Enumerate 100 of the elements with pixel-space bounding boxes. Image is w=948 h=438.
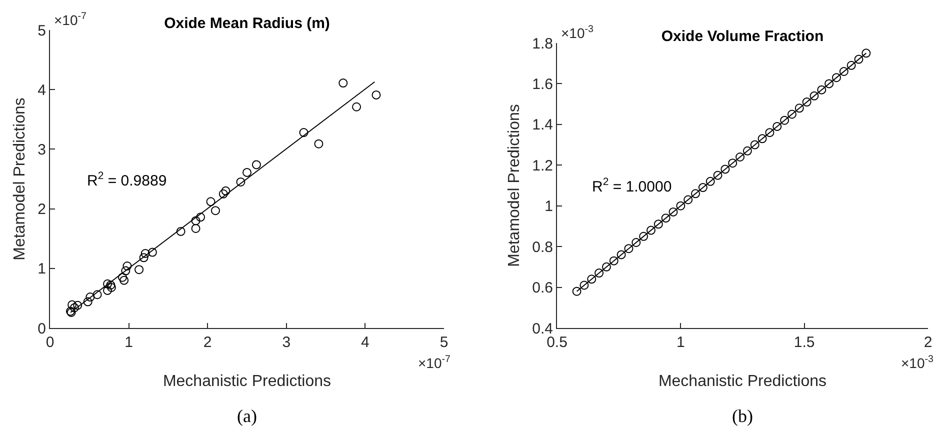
x-tick-label: 1 [124, 334, 133, 351]
y-tick-label: 1.6 [532, 76, 553, 93]
point [839, 67, 848, 76]
point [802, 98, 812, 107]
point [236, 177, 246, 186]
point [742, 146, 752, 156]
y-tick-label: 3 [38, 141, 46, 158]
point [242, 168, 252, 177]
point [587, 274, 596, 284]
chart-title: Oxide Mean Radius (m) [164, 15, 330, 32]
text: ×10$^{-3}$ [561, 24, 594, 41]
y-axis-title: Metamodel Predictions [506, 104, 524, 267]
point [862, 48, 871, 58]
point [713, 170, 722, 180]
point [736, 152, 745, 162]
x-tick-label: 5 [440, 334, 448, 351]
point [639, 232, 648, 241]
point [787, 110, 796, 119]
point [176, 226, 186, 236]
point [602, 262, 611, 272]
point [314, 139, 324, 148]
point [824, 79, 834, 88]
point [728, 158, 738, 168]
x-tick-label: 1 [676, 334, 685, 351]
x-tick-label: 2 [924, 334, 932, 351]
point [118, 272, 127, 282]
chart-title: Oxide Volume Fraction [661, 28, 824, 45]
y-tick-label: 1 [38, 260, 46, 278]
text: (a) [237, 406, 257, 426]
point [92, 290, 102, 300]
point [218, 189, 228, 198]
point [654, 220, 663, 229]
point [646, 226, 656, 235]
point [210, 206, 220, 216]
x-tick-label: 4 [361, 334, 370, 351]
point [794, 104, 804, 113]
text: (b) [732, 406, 753, 426]
point [140, 249, 150, 258]
point [609, 256, 618, 266]
y-tick-label: 5 [38, 22, 46, 40]
point [70, 303, 79, 312]
point [684, 195, 693, 204]
x-axis-title: Mechanistic Predictions [658, 373, 827, 390]
point [846, 60, 856, 70]
text: ×10$^{-7}$ [54, 11, 86, 28]
point [121, 266, 130, 276]
x-tick-label: 2 [203, 334, 212, 351]
point [668, 207, 678, 216]
point [106, 280, 116, 290]
point [148, 248, 157, 257]
point [134, 265, 144, 274]
point [676, 201, 686, 210]
point [191, 216, 200, 226]
point [338, 78, 348, 88]
point [817, 85, 826, 94]
point [103, 286, 112, 295]
x-axis-title: Mechanistic Predictions [162, 373, 332, 390]
y-tick-label: 1 [544, 198, 553, 216]
point [352, 102, 362, 112]
point [73, 300, 82, 310]
point [106, 282, 116, 292]
point [86, 292, 95, 302]
y-tick-label: 0.8 [532, 238, 553, 256]
point [720, 164, 730, 174]
point [68, 300, 77, 310]
y-tick-label: 1.2 [532, 157, 553, 174]
point [139, 253, 148, 262]
point [698, 183, 708, 192]
point [372, 90, 381, 100]
y-tick-label: 0 [38, 320, 46, 338]
point [750, 140, 760, 150]
x-tick-label: 1.5 [794, 334, 815, 351]
point [580, 280, 589, 290]
point [632, 238, 641, 247]
point [616, 250, 626, 260]
point [196, 212, 206, 222]
y-tick-label: 2 [38, 201, 46, 218]
point [221, 186, 230, 196]
point [299, 128, 308, 138]
y-tick-label: 1.8 [532, 35, 553, 52]
point [758, 134, 767, 144]
point [206, 197, 216, 206]
y-tick-label: 1.4 [532, 116, 553, 134]
point [103, 279, 112, 288]
point [706, 176, 715, 186]
point [772, 122, 782, 131]
point [765, 128, 774, 138]
point [120, 276, 129, 285]
y-tick-label: 0.6 [532, 280, 553, 297]
point [854, 54, 864, 64]
point [252, 160, 261, 170]
annotation: R$^{2}$ = 0.9889 [87, 170, 167, 190]
point [832, 73, 841, 82]
point [780, 116, 790, 125]
text: ×10$^{-3}$ [901, 354, 934, 371]
y-axis-title: Metamodel Predictions [12, 98, 29, 260]
point [83, 297, 92, 306]
point [661, 214, 670, 223]
point [191, 224, 200, 233]
text: ×10$^{-7}$ [418, 354, 450, 371]
